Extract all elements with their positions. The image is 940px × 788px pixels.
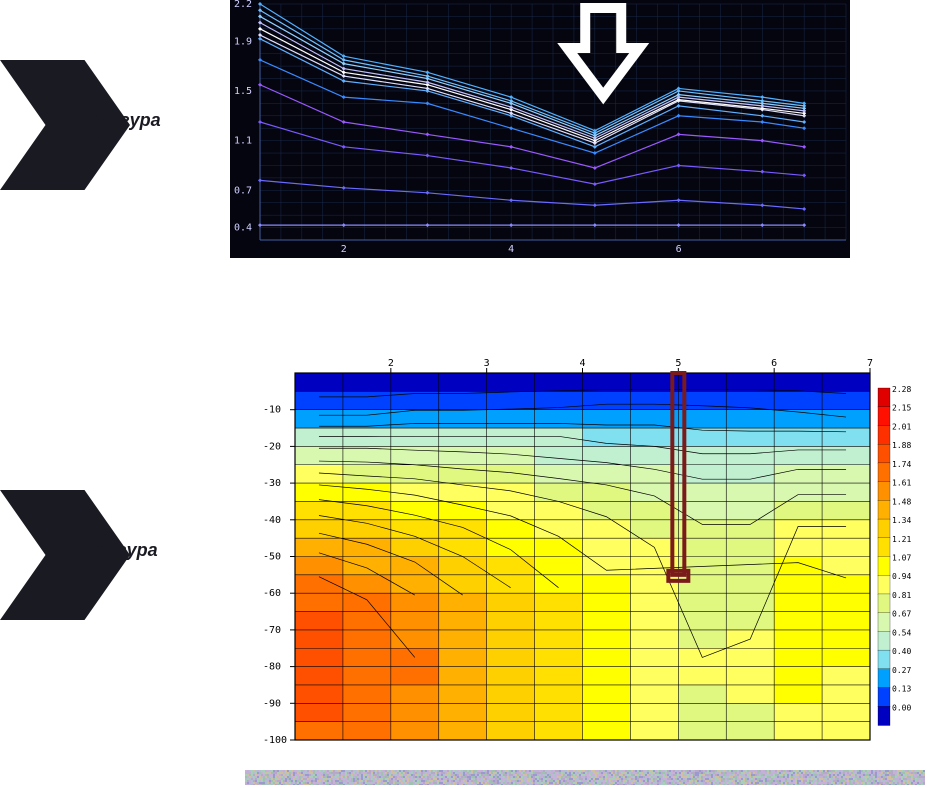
svg-text:1.34: 1.34 <box>892 516 911 525</box>
svg-text:-80: -80 <box>263 662 281 673</box>
svg-text:1.88: 1.88 <box>892 441 911 450</box>
svg-text:1.48: 1.48 <box>892 497 911 506</box>
svg-text:7: 7 <box>867 358 873 369</box>
noise-strip-decoration <box>245 770 925 785</box>
svg-text:0.4: 0.4 <box>234 223 252 234</box>
svg-text:1.1: 1.1 <box>234 136 252 147</box>
svg-text:1.5: 1.5 <box>234 86 252 97</box>
svg-text:-10: -10 <box>263 405 281 416</box>
svg-text:1.07: 1.07 <box>892 554 911 563</box>
svg-text:4: 4 <box>580 358 586 369</box>
svg-text:0.00: 0.00 <box>892 703 911 712</box>
svg-text:-70: -70 <box>263 625 281 636</box>
svg-text:6: 6 <box>676 244 682 255</box>
svg-text:2.28: 2.28 <box>892 385 911 394</box>
svg-text:0.7: 0.7 <box>234 185 252 196</box>
svg-text:5: 5 <box>675 358 681 369</box>
figure-1-label: Фигура 1 <box>95 110 161 152</box>
svg-text:2.15: 2.15 <box>892 404 911 413</box>
svg-text:0.81: 0.81 <box>892 591 911 600</box>
svg-text:0.27: 0.27 <box>892 666 911 675</box>
line-chart-figure-1: 0.4 0.7 1.1 1.5 1.9 2.2 2 4 6 <box>230 0 850 258</box>
svg-text:3: 3 <box>484 358 490 369</box>
svg-text:-60: -60 <box>263 588 281 599</box>
figure-2-label: Фигура 2 <box>92 540 158 582</box>
svg-text:-50: -50 <box>263 552 281 563</box>
svg-text:1.61: 1.61 <box>892 479 911 488</box>
svg-text:1.9: 1.9 <box>234 36 252 47</box>
svg-text:2: 2 <box>388 358 394 369</box>
svg-text:2.2: 2.2 <box>234 0 252 10</box>
svg-text:0.67: 0.67 <box>892 610 911 619</box>
svg-text:0.40: 0.40 <box>892 647 911 656</box>
svg-text:6: 6 <box>771 358 777 369</box>
svg-text:-100: -100 <box>263 735 287 745</box>
svg-text:0.94: 0.94 <box>892 572 911 581</box>
svg-text:-20: -20 <box>263 441 281 452</box>
contour-heatmap-figure-2: 2 3 4 5 6 7 -10 -20 -30 -40 -50 -60 -70 -80 -90 -100 2.2… <box>245 355 925 745</box>
svg-text:0.54: 0.54 <box>892 628 911 637</box>
svg-text:4: 4 <box>508 244 514 255</box>
svg-text:1.21: 1.21 <box>892 535 911 544</box>
svg-text:-40: -40 <box>263 515 281 526</box>
svg-text:2.01: 2.01 <box>892 422 911 431</box>
svg-text:-30: -30 <box>263 478 281 489</box>
svg-text:-90: -90 <box>263 698 281 709</box>
svg-text:1.74: 1.74 <box>892 460 911 469</box>
svg-text:2: 2 <box>341 244 347 255</box>
svg-text:0.13: 0.13 <box>892 685 911 694</box>
